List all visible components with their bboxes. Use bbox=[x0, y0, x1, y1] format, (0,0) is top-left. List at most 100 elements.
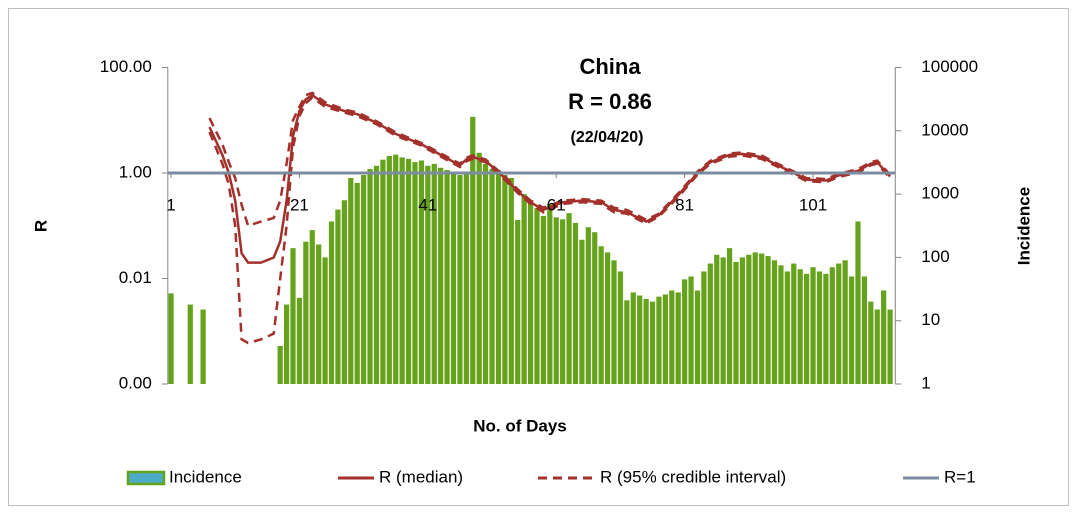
bar bbox=[848, 276, 855, 384]
bar bbox=[816, 271, 823, 384]
bar bbox=[733, 261, 739, 384]
bar bbox=[739, 257, 746, 384]
bar bbox=[540, 216, 547, 384]
bar bbox=[649, 301, 656, 384]
bar bbox=[431, 163, 437, 384]
bar bbox=[187, 304, 193, 384]
bar bbox=[489, 168, 495, 384]
bar bbox=[611, 260, 617, 384]
bar bbox=[470, 116, 476, 384]
bar bbox=[624, 300, 630, 384]
bar bbox=[502, 175, 508, 384]
bar bbox=[322, 257, 328, 384]
bar bbox=[444, 170, 450, 384]
y2-tick-label: 10 bbox=[921, 310, 940, 329]
y-tick-label: 0.00 bbox=[119, 373, 152, 392]
bar bbox=[200, 309, 206, 384]
chart-subtitle: R = 0.86 bbox=[568, 89, 652, 114]
bar bbox=[405, 158, 412, 384]
bar bbox=[168, 293, 174, 384]
bar bbox=[361, 175, 367, 384]
bar bbox=[617, 271, 624, 384]
ci-lower-line bbox=[208, 95, 892, 345]
bar bbox=[791, 263, 797, 384]
bar bbox=[476, 152, 482, 384]
bar bbox=[527, 200, 534, 384]
bar bbox=[412, 162, 418, 384]
bar bbox=[752, 252, 758, 384]
bar bbox=[418, 160, 425, 384]
x-tick-label: 21 bbox=[290, 195, 309, 214]
annotation: (22/04/20) bbox=[571, 129, 644, 146]
bar bbox=[592, 232, 598, 384]
legend-label: Incidence bbox=[169, 467, 242, 486]
bar bbox=[688, 276, 694, 384]
bar bbox=[797, 269, 803, 384]
bar bbox=[810, 267, 816, 384]
bar bbox=[399, 157, 405, 384]
bar bbox=[515, 219, 521, 384]
bar bbox=[277, 345, 283, 384]
bar bbox=[829, 267, 835, 384]
bar bbox=[881, 290, 887, 384]
y2-tick-label: 10000 bbox=[921, 120, 968, 139]
bar bbox=[296, 297, 303, 384]
bar bbox=[784, 271, 790, 384]
bar bbox=[656, 296, 662, 384]
y2-tick-label: 100000 bbox=[921, 57, 978, 76]
bar bbox=[380, 159, 386, 384]
bar bbox=[309, 230, 315, 384]
bar bbox=[348, 177, 354, 384]
bar bbox=[566, 213, 572, 384]
legend-label: R (95% credible interval) bbox=[600, 467, 786, 486]
y-tick-label: 1.00 bbox=[119, 162, 152, 181]
bar bbox=[726, 248, 733, 384]
bar bbox=[778, 265, 784, 384]
x-tick-label: 61 bbox=[547, 195, 566, 214]
bar bbox=[463, 173, 469, 384]
bar bbox=[553, 217, 559, 384]
bar bbox=[341, 200, 347, 384]
bar bbox=[765, 256, 771, 384]
x-axis-title: No. of Days bbox=[473, 416, 567, 435]
x-tick-label: 101 bbox=[799, 195, 827, 214]
y-axis-title: R bbox=[31, 220, 50, 232]
bar bbox=[804, 273, 810, 384]
bar bbox=[662, 294, 668, 384]
y-tick-label: 100.00 bbox=[100, 57, 152, 76]
ci-upper-line bbox=[208, 91, 892, 228]
bar bbox=[694, 290, 701, 384]
y2-tick-label: 1 bbox=[921, 373, 930, 392]
bar bbox=[630, 292, 636, 384]
bar bbox=[495, 170, 502, 384]
bar bbox=[585, 227, 591, 384]
bar bbox=[759, 253, 765, 384]
bar bbox=[746, 254, 752, 384]
bar bbox=[643, 299, 649, 384]
bar bbox=[438, 167, 444, 384]
bar bbox=[720, 257, 726, 384]
bar bbox=[675, 292, 681, 384]
chart-title: China bbox=[579, 54, 641, 79]
bar bbox=[508, 177, 514, 384]
legend-swatch bbox=[126, 470, 166, 486]
legend-label: R=1 bbox=[944, 467, 976, 486]
bar bbox=[669, 290, 675, 384]
bar bbox=[354, 182, 360, 384]
legend-label: R (median) bbox=[379, 467, 463, 486]
bar bbox=[521, 194, 527, 384]
bar bbox=[598, 246, 604, 384]
bar bbox=[547, 203, 553, 384]
bar bbox=[682, 279, 688, 384]
bar bbox=[457, 175, 463, 384]
bar bbox=[855, 221, 861, 384]
bar bbox=[393, 154, 399, 384]
bar bbox=[534, 208, 540, 384]
bar bbox=[386, 155, 392, 384]
bar bbox=[290, 248, 296, 384]
bar bbox=[560, 219, 566, 384]
bar bbox=[328, 221, 335, 384]
bar bbox=[887, 309, 893, 384]
bar bbox=[823, 273, 829, 384]
bar bbox=[771, 260, 778, 384]
